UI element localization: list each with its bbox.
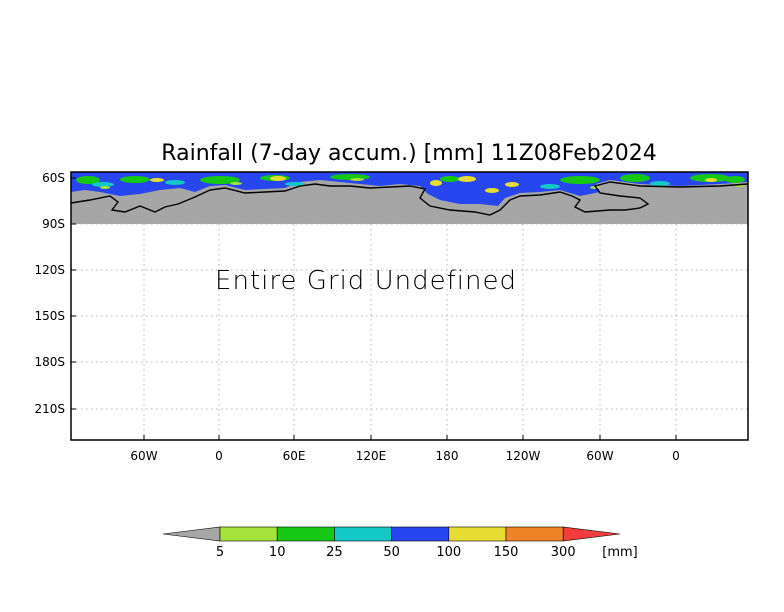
- map-gridlines: [71, 223, 748, 440]
- undefined-grid-message: Entire Grid Undefined: [215, 266, 517, 296]
- rain-bin-10-25: [440, 176, 460, 182]
- y-axis-ticks: 60S 90S 120S 150S 180S 210S: [34, 171, 76, 416]
- colorbar-segment: [219, 526, 278, 542]
- rain-bin-10-25: [690, 174, 730, 182]
- colorbar-under-triangle: [162, 526, 221, 542]
- x-tick-label: 60W: [130, 449, 157, 463]
- colorbar-label: 5: [216, 545, 224, 560]
- antarctic-coastline: [70, 181, 749, 216]
- rain-bin-10-25: [76, 176, 100, 184]
- rain-bin-10-25: [620, 174, 650, 182]
- rain-bin-25-50: [165, 180, 185, 185]
- colorbar-over-triangle: [562, 526, 621, 542]
- colorbar-label: 300: [551, 545, 576, 560]
- x-tick-label: 180: [436, 449, 459, 463]
- y-tick-label: 120S: [34, 263, 65, 277]
- rain-bin-100-150: [485, 188, 499, 193]
- rain-bin-100-150: [458, 176, 476, 182]
- rain-bin-100-150: [150, 178, 164, 182]
- rain-bin-100-150: [270, 176, 286, 181]
- colorbar-legend: 5 10 25 50 100 150 300 [mm]: [162, 526, 638, 560]
- rain-bin-10-25: [330, 174, 370, 180]
- rain-bin-5-10: [350, 178, 364, 181]
- rain-bin-100-150: [505, 182, 519, 187]
- y-tick-label: 210S: [34, 402, 65, 416]
- colorbar-label: 100: [436, 545, 461, 560]
- y-tick-label: 150S: [34, 309, 65, 323]
- rain-bin-25-50: [92, 182, 114, 187]
- y-tick-label: 90S: [42, 217, 65, 231]
- colorbar-segment: [505, 526, 564, 542]
- colorbar-label: 150: [494, 545, 519, 560]
- map-plot-area: 60S 90S 120S 150S 180S 210S 60W 0 60E 120E 180 120…: [34, 171, 749, 463]
- colorbar-segment: [334, 526, 392, 542]
- colorbar-label: 25: [326, 545, 343, 560]
- rain-bin-10-25: [200, 176, 240, 184]
- colorbar-unit: [mm]: [602, 545, 637, 560]
- rain-bin-25-50: [540, 184, 560, 189]
- rain-bin-10-25: [120, 176, 150, 183]
- rain-bin-10-25: [725, 176, 745, 183]
- x-tick-label: 0: [215, 449, 223, 463]
- colorbar-segment: [391, 526, 450, 542]
- rain-bin-5-10: [230, 182, 242, 185]
- rain-bin-5-10: [100, 186, 110, 189]
- rain-bin-25-50: [650, 181, 670, 186]
- y-tick-label: 180S: [34, 355, 65, 369]
- x-tick-label: 120E: [356, 449, 387, 463]
- rainfall-band: [71, 172, 748, 206]
- x-axis-ticks: 60W 0 60E 120E 180 120W 60W 0: [130, 435, 680, 463]
- rain-bin-100-150: [430, 180, 442, 186]
- rain-bin-5-10: [590, 186, 600, 189]
- map-title: Rainfall (7-day accum.) [mm] 11Z08Feb202…: [161, 141, 656, 166]
- x-tick-label: 0: [672, 449, 680, 463]
- rain-bin-100-150: [705, 178, 717, 182]
- rain-bin-25-50: [285, 182, 305, 186]
- rain-bin-10-25: [560, 176, 600, 184]
- colorbar-segment: [276, 526, 335, 542]
- colorbar-label: 50: [383, 545, 400, 560]
- colorbar-segment: [448, 526, 507, 542]
- map-frame: [70, 171, 749, 441]
- x-tick-label: 120W: [506, 449, 541, 463]
- colorbar-label: 10: [269, 545, 286, 560]
- y-tick-label: 60S: [42, 171, 65, 185]
- x-tick-label: 60E: [283, 449, 306, 463]
- x-tick-label: 60W: [586, 449, 613, 463]
